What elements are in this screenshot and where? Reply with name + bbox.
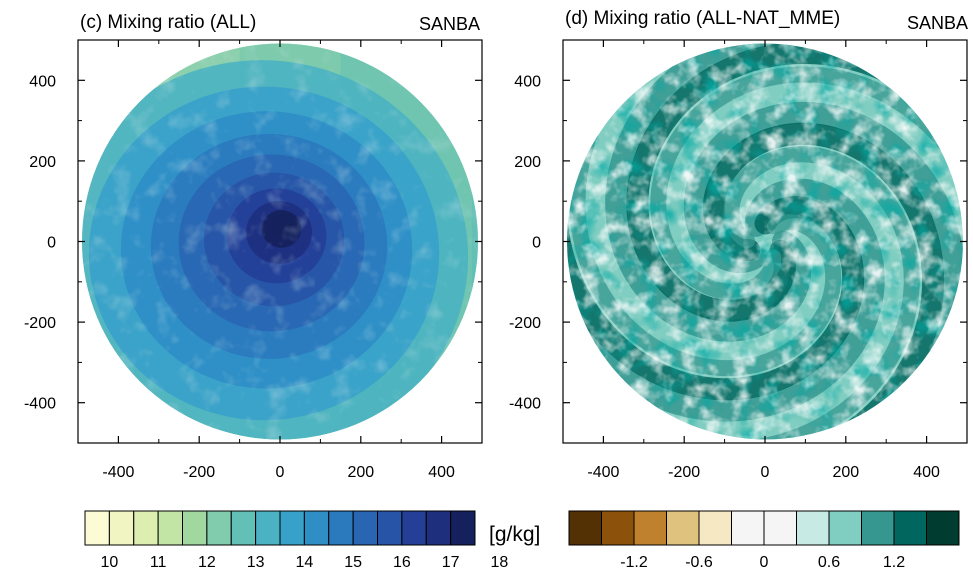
y-tick-label: 0 bbox=[47, 235, 56, 252]
x-tick-label: -200 bbox=[183, 464, 215, 481]
panel-c-field bbox=[82, 43, 478, 440]
panel-d-colorbar: -1.2 -0.6 0 0.6 1.2 bbox=[568, 510, 960, 571]
colorbar-swatch bbox=[279, 510, 305, 546]
panel-c-colorbar: 10 11 12 13 14 15 16 17 18 bbox=[84, 510, 508, 571]
y-tick-label: -200 bbox=[509, 315, 541, 332]
colorbar-swatch bbox=[893, 510, 927, 546]
colorbar-swatch bbox=[108, 510, 135, 546]
x-tick-label: 200 bbox=[347, 464, 374, 481]
y-tick-label: 400 bbox=[29, 73, 56, 90]
x-tick-label: -400 bbox=[102, 464, 134, 481]
colorbar-swatch bbox=[796, 510, 830, 546]
panel-d-ticks: -400 -200 0 200 400 400 200 0 -200 -400 bbox=[509, 40, 967, 481]
panel-d-field bbox=[567, 43, 963, 440]
colorbar-tick-label: 18 bbox=[490, 554, 508, 571]
colorbar-unit-label: [g/kg] bbox=[489, 523, 540, 546]
colorbar-swatch bbox=[377, 510, 403, 546]
panel-c-mixing-ratio-all: -400 -200 0 200 400 400 200 0 -200 -400 (c) Mixin… bbox=[24, 12, 483, 481]
colorbar-swatch bbox=[926, 510, 960, 546]
y-tick-label: -400 bbox=[24, 396, 56, 413]
x-tick-label: 0 bbox=[276, 464, 285, 481]
colorbar-swatch bbox=[763, 510, 797, 546]
colorbar-tick-label: 0.6 bbox=[818, 554, 840, 571]
panel-d-mixing-ratio-difference: -400 -200 0 200 400 400 200 0 -200 -400 (d) Mixin… bbox=[509, 8, 968, 481]
field-texture bbox=[82, 43, 478, 440]
colorbar-swatch bbox=[731, 510, 765, 546]
field-texture-light bbox=[567, 43, 963, 440]
colorbar-tick-label: 11 bbox=[150, 554, 167, 571]
colorbar-swatch bbox=[568, 510, 602, 546]
colorbar-tick-label: 16 bbox=[393, 554, 411, 571]
y-tick-label: 200 bbox=[514, 154, 541, 171]
colorbar-tick-label: -1.2 bbox=[620, 554, 648, 571]
colorbar-swatch bbox=[133, 510, 159, 546]
x-tick-label: 200 bbox=[832, 464, 859, 481]
panel-d-model-label: SANBA bbox=[907, 13, 968, 33]
panel-c-model-label: SANBA bbox=[419, 14, 480, 34]
panel-c-title: (c) Mixing ratio (ALL) bbox=[80, 12, 256, 33]
x-tick-label: 0 bbox=[761, 464, 770, 481]
panel-d-title: (d) Mixing ratio (ALL-NAT_MME) bbox=[565, 8, 840, 29]
colorbar-swatch bbox=[206, 510, 232, 546]
colorbar-tick-label: 17 bbox=[442, 554, 460, 571]
colorbar-swatch bbox=[861, 510, 895, 546]
x-tick-label: 400 bbox=[428, 464, 455, 481]
y-tick-label: -400 bbox=[509, 396, 541, 413]
colorbar-tick-label: 15 bbox=[344, 554, 362, 571]
y-tick-label: 0 bbox=[532, 235, 541, 252]
colorbar-swatch bbox=[352, 510, 378, 546]
x-tick-label: -400 bbox=[587, 464, 619, 481]
colorbar-swatch bbox=[633, 510, 667, 546]
colorbar-swatch bbox=[450, 510, 476, 546]
colorbar-swatch bbox=[182, 510, 208, 546]
colorbar-tick-label: 12 bbox=[198, 554, 216, 571]
y-tick-label: -200 bbox=[24, 315, 56, 332]
colorbar-swatch bbox=[255, 510, 281, 546]
colorbar-swatch bbox=[84, 510, 110, 546]
panel-d-shading bbox=[567, 43, 963, 440]
colorbar-tick-label: 1.2 bbox=[883, 554, 905, 571]
colorbar-swatch bbox=[328, 510, 354, 546]
colorbar-swatch bbox=[230, 510, 257, 546]
colorbar-swatch bbox=[601, 510, 635, 546]
colorbar-swatch bbox=[828, 510, 862, 546]
colorbar-tick-label: -0.6 bbox=[685, 554, 713, 571]
colorbar-swatch bbox=[157, 510, 183, 546]
panel-c-shading bbox=[82, 43, 478, 440]
y-tick-label: 400 bbox=[514, 73, 541, 90]
colorbar-tick-label: 10 bbox=[100, 554, 118, 571]
colorbar-swatch bbox=[401, 510, 427, 546]
panel-c-ticks: -400 -200 0 200 400 400 200 0 -200 -400 bbox=[24, 40, 482, 481]
x-tick-label: 400 bbox=[913, 464, 940, 481]
colorbar-tick-label: 14 bbox=[295, 554, 313, 571]
colorbar-swatch bbox=[303, 510, 330, 546]
colorbar-swatch bbox=[698, 510, 732, 546]
x-tick-label: -200 bbox=[668, 464, 700, 481]
colorbar-swatch bbox=[425, 510, 452, 546]
colorbar-swatch bbox=[666, 510, 700, 546]
colorbar-tick-label: 13 bbox=[247, 554, 265, 571]
colorbar-tick-label: 0 bbox=[760, 554, 769, 571]
y-tick-label: 200 bbox=[29, 154, 56, 171]
